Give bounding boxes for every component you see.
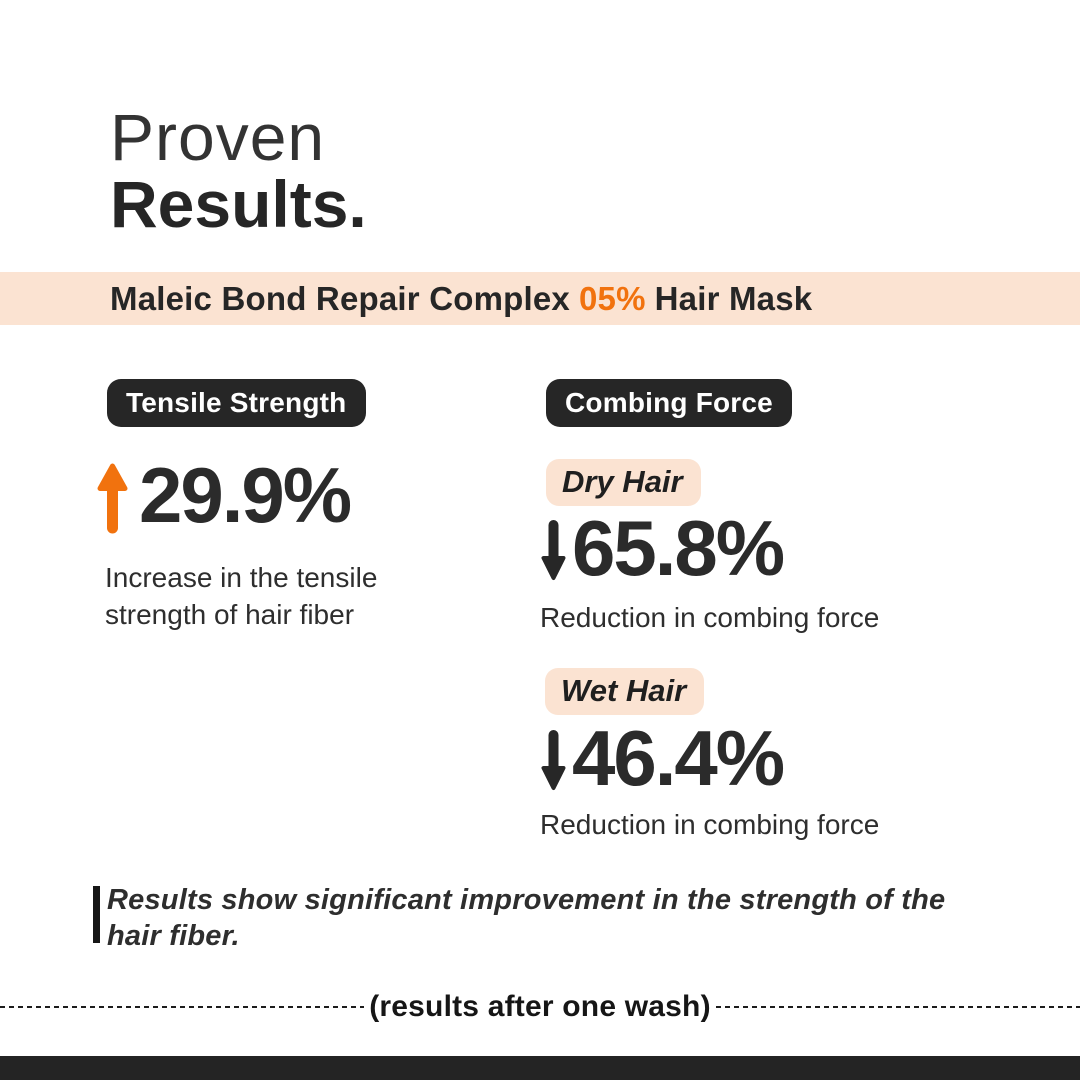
quote-bar [93,886,100,943]
tensile-description: Increase in the tensile strength of hair… [105,562,378,630]
wet-hair-tag: Wet Hair [545,668,705,715]
dashed-line-right [715,1006,1080,1008]
wet-hair-description: Reduction in combing force [540,809,880,840]
combing-force-badge-label: Combing Force [565,387,773,418]
banner-highlight: 05% [578,279,646,317]
product-banner: Maleic Bond Repair Complex 05% Hair Mask [0,272,1080,325]
dry-hair-tag-label: Dry Hair [562,464,683,499]
title-line-light: Proven [110,100,326,174]
dashed-line-left [0,1006,365,1008]
tensile-value: 29.9% [139,451,352,539]
dry-hair-description: Reduction in combing force [540,602,880,633]
banner-suffix: Hair Mask [654,279,813,317]
results-divider: (results after one wash) [0,989,1080,1025]
dry-hair-value: 65.8% [572,504,785,592]
tensile-strength-badge-label: Tensile Strength [126,387,347,418]
up-arrow-icon [97,463,128,534]
down-arrow-icon [541,730,566,790]
bottom-bar [0,1056,1080,1080]
combing-force-badge: Combing Force [546,379,792,427]
divider-note: (results after one wash) [369,990,711,1023]
title-line-bold: Results. [110,167,367,241]
down-arrow-icon [541,520,566,580]
quote-text: Results show significant improvement in … [107,884,946,952]
wet-hair-tag-label: Wet Hair [561,673,687,708]
page-title: Proven Results. [110,104,367,237]
wet-hair-value: 46.4% [572,714,785,802]
tensile-strength-badge: Tensile Strength [107,379,366,427]
dry-hair-tag: Dry Hair [546,459,701,506]
banner-prefix: Maleic Bond Repair Complex [110,279,570,317]
